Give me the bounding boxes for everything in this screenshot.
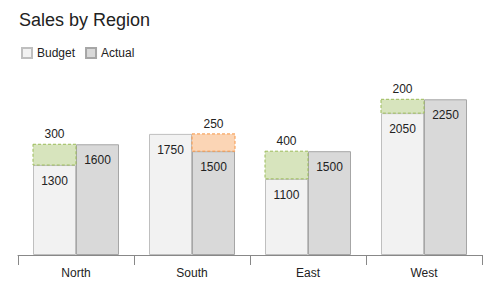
svg-text:1300: 1300 [41, 174, 68, 188]
svg-text:Sales by Region: Sales by Region [19, 10, 150, 30]
svg-text:1500: 1500 [316, 160, 343, 174]
svg-text:300: 300 [44, 127, 64, 141]
svg-text:2250: 2250 [432, 108, 459, 122]
svg-text:1500: 1500 [200, 160, 227, 174]
svg-text:400: 400 [276, 134, 296, 148]
svg-text:1750: 1750 [157, 143, 184, 157]
svg-text:1100: 1100 [274, 188, 300, 202]
svg-text:250: 250 [203, 117, 223, 131]
svg-text:2050: 2050 [389, 122, 416, 136]
svg-text:200: 200 [392, 82, 412, 96]
svg-text:1600: 1600 [84, 153, 111, 167]
svg-text:South: South [176, 266, 207, 280]
svg-text:East: East [296, 266, 321, 280]
svg-text:West: West [410, 266, 438, 280]
svg-text:Actual: Actual [101, 46, 134, 60]
svg-text:Budget: Budget [37, 46, 76, 60]
svg-text:North: North [61, 266, 90, 280]
